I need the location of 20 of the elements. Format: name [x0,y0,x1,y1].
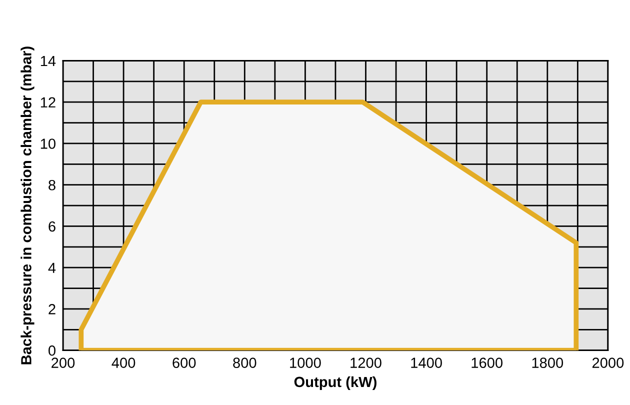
x-tick-label: 800 [233,358,256,368]
y-axis-title: Back-pressure in combustion chamber (mbar) [20,46,34,364]
x-tick-label: 1600 [472,358,502,368]
y-tick-label: 0 [48,345,56,356]
y-tick-label: 14 [40,56,56,66]
x-tick-label: 1200 [350,358,382,368]
x-tick-label: 600 [172,358,196,368]
y-tick-label: 8 [48,180,56,190]
x-tick-label: 1400 [411,358,442,368]
y-tick-label: 12 [40,97,56,108]
y-tick-label: 2 [48,304,56,314]
x-tick-label: 200 [52,358,75,368]
x-axis-title: Output (kW) [294,376,376,390]
x-tick-label: 1000 [290,358,321,368]
x-tick-label: 2000 [592,358,624,368]
y-tick-label: 10 [40,138,56,149]
y-tick-label: 4 [48,262,56,273]
x-tick-label: 1800 [532,358,564,368]
y-tick-label: 6 [48,221,56,232]
x-tick-label: 400 [112,358,136,368]
